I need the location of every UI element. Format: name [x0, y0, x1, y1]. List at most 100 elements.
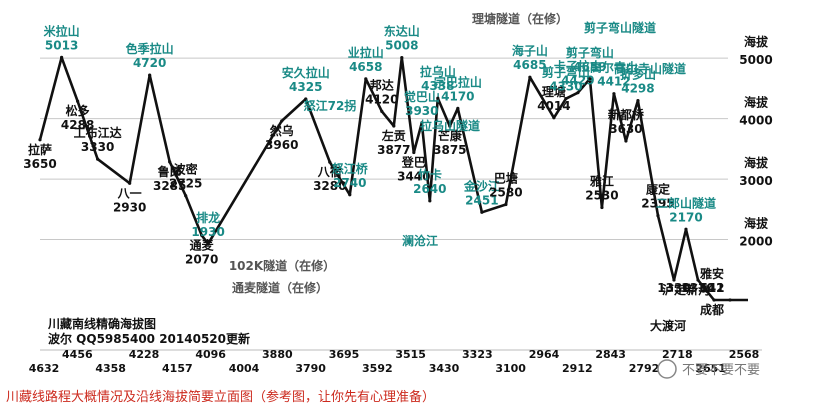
- point-value: 3630: [609, 122, 642, 136]
- annotation-text: 理塘隧道（在修）: [472, 11, 568, 26]
- point-value: 1330: [681, 281, 714, 295]
- y-axis-label: 海拔: [744, 95, 769, 110]
- km-label: 2912: [562, 362, 593, 375]
- point-value: 2580: [489, 185, 522, 199]
- point-value: 4412: [597, 75, 630, 89]
- point-value: 4288: [61, 118, 94, 132]
- point-marker: [392, 124, 396, 128]
- point-label: 成都 512: [699, 281, 732, 317]
- point-marker: [364, 77, 368, 81]
- km-label: 2964: [529, 348, 560, 361]
- point-marker: [38, 138, 42, 142]
- point-marker: [564, 97, 568, 101]
- grid-lines: [40, 57, 728, 241]
- wechat-icon: [657, 359, 677, 379]
- point-name: 波密: [174, 162, 198, 177]
- point-marker: [348, 193, 352, 197]
- point-marker: [712, 298, 716, 302]
- point-marker: [128, 181, 132, 185]
- km-label: 3695: [329, 348, 360, 361]
- point-value: 641: [699, 281, 724, 295]
- point-marker: [206, 242, 210, 246]
- km-label: 3515: [395, 348, 426, 361]
- point-value: 4298: [621, 82, 654, 96]
- annotation-text: 拉乌山隧道: [420, 118, 480, 133]
- km-label: 2651: [695, 362, 726, 375]
- point-marker: [552, 116, 556, 120]
- watermark-text: 不要不要不要: [682, 363, 760, 378]
- point-marker: [60, 55, 64, 59]
- point-name: 东达山: [384, 24, 420, 39]
- point-value: 4658: [349, 60, 382, 74]
- point-marker: [696, 278, 700, 282]
- point-name: 二郎山隧道: [656, 195, 716, 210]
- point-marker: [728, 298, 732, 302]
- y-axis-label: 海拔: [744, 34, 769, 49]
- point-marker: [200, 233, 204, 237]
- footer-caption: 川藏线路程大概情况及沿线海拔简要立面图（参考图，让你先有心理准备）: [6, 389, 435, 405]
- point-name: 理塘: [542, 84, 566, 99]
- point-marker: [624, 139, 628, 143]
- point-marker: [168, 160, 172, 164]
- point-name: 剪子弯山: [566, 45, 614, 60]
- y-axis: 海拔 5000 海拔 4000 海拔 3000 海拔 2000: [739, 34, 772, 248]
- point-marker: [480, 210, 484, 214]
- point-name: 怒江桥: [332, 161, 369, 176]
- km-label: 4456: [62, 348, 93, 361]
- point-marker: [380, 109, 384, 113]
- point-marker: [684, 227, 688, 231]
- point-marker: [148, 73, 152, 77]
- point-name: 拉萨: [28, 142, 52, 157]
- point-marker: [576, 91, 580, 95]
- point-value: 4338: [421, 79, 454, 93]
- point-name: 通麦: [190, 237, 215, 252]
- y-axis-label: 海拔: [744, 155, 769, 170]
- annotation-text: 大渡河: [650, 318, 686, 333]
- point-value: 2170: [669, 210, 702, 224]
- point-value: 3330: [81, 140, 114, 154]
- point-name: 工布江达: [74, 125, 122, 140]
- km-label: 2843: [595, 348, 626, 361]
- y-tick-label: 5000: [739, 53, 772, 67]
- point-value: 4429: [561, 74, 594, 88]
- y-tick-label: 3000: [739, 174, 772, 188]
- point-name: 剪子弯山: [542, 65, 590, 80]
- km-label: 4358: [95, 362, 126, 375]
- km-label: 3592: [362, 362, 393, 375]
- point-name: 觉巴山: [404, 89, 440, 104]
- point-name: 排龙: [196, 210, 220, 225]
- point-name: 然乌: [270, 123, 294, 138]
- point-value: 1330: [657, 281, 690, 295]
- point-name: 新沟: [686, 282, 710, 297]
- point-marker: [328, 160, 332, 164]
- annotation-text: 102K隧道（在修）: [229, 258, 335, 273]
- point-name: 巴塘: [494, 170, 518, 185]
- point-name: 登巴: [401, 154, 426, 169]
- point-marker: [448, 124, 452, 128]
- point-value: 3875: [433, 143, 466, 157]
- point-value: 3440: [397, 169, 430, 183]
- point-name: 成都: [700, 302, 724, 317]
- point-name: 高尔寺山: [590, 60, 638, 75]
- km-label: 3100: [495, 362, 526, 375]
- point-value: 3930: [405, 104, 438, 118]
- annotation-text: 怒江72拐: [304, 98, 357, 113]
- point-name: 拉乌山: [420, 64, 456, 79]
